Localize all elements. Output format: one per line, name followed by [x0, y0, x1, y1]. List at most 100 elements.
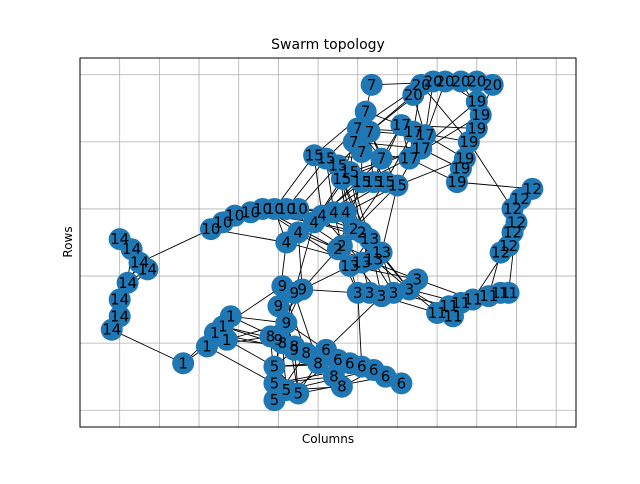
swarm-node-label: 7 — [367, 76, 377, 94]
swarm-node-label: 7 — [361, 103, 371, 121]
swarm-node — [263, 355, 286, 378]
topology-edge — [325, 295, 382, 351]
swarm-node-label: 19 — [467, 93, 486, 111]
topology-edge — [357, 292, 363, 367]
swarm-node — [406, 268, 429, 291]
swarm-node-label: 20 — [404, 86, 423, 104]
swarm-node-label: 15 — [352, 173, 371, 191]
swarm-node — [108, 288, 131, 311]
swarm-node-label: 20 — [451, 72, 470, 90]
swarm-node-label: 10 — [253, 200, 272, 218]
swarm-node — [334, 201, 357, 224]
swarm-node-label: 14 — [130, 254, 149, 272]
swarm-node-label: 20 — [436, 72, 455, 90]
swarm-node-label: 9 — [278, 277, 288, 295]
swarm-node-label: 11 — [463, 291, 482, 309]
swarm-node-label: 11 — [443, 307, 462, 325]
swarm-node — [303, 211, 326, 234]
swarm-node-label: 15 — [340, 163, 359, 181]
swarm-node-label: 15 — [364, 173, 383, 191]
swarm-node-label: 13 — [340, 257, 359, 275]
swarm-node-label: 12 — [511, 190, 530, 208]
swarm-node-label: 20 — [424, 72, 443, 90]
swarm-node — [370, 147, 393, 170]
swarm-node-label: 15 — [388, 176, 407, 194]
swarm-node-label: 9 — [282, 314, 292, 332]
topology-edge — [206, 346, 275, 384]
swarm-node — [386, 174, 409, 197]
swarm-node — [100, 318, 123, 341]
swarm-node — [330, 375, 353, 398]
x-axis-label: Columns — [302, 432, 354, 446]
swarm-node — [354, 100, 377, 123]
swarm-node — [172, 352, 195, 375]
swarm-node-label: 10 — [213, 213, 232, 231]
swarm-node-label: 5 — [282, 381, 292, 399]
swarm-node-label: 13 — [372, 244, 391, 262]
swarm-node-label: 14 — [110, 291, 129, 309]
swarm-node-label: 15 — [328, 156, 347, 174]
swarm-node — [390, 372, 413, 395]
swarm-node-label: 9 — [289, 341, 299, 359]
swarm-node-label: 20 — [483, 76, 502, 94]
swarm-node — [267, 295, 290, 318]
topology-edge — [139, 228, 212, 264]
swarm-node-label: 8 — [301, 344, 311, 362]
swarm-node — [275, 312, 298, 335]
topology-edge — [456, 181, 533, 190]
swarm-node-label: 6 — [345, 354, 355, 372]
swarm-node-label: 19 — [467, 119, 486, 137]
swarm-node — [330, 167, 353, 190]
swarm-node-label: 8 — [337, 378, 347, 396]
swarm-node-label: 7 — [357, 143, 367, 161]
swarm-node — [291, 278, 314, 301]
swarm-node-label: 11 — [499, 284, 518, 302]
swarm-node-label: 8 — [289, 337, 299, 355]
swarm-node-label: 3 — [389, 284, 399, 302]
swarm-node-label: 11 — [428, 304, 447, 322]
swarm-node-label: 9 — [289, 284, 299, 302]
swarm-node-label: 1 — [226, 307, 236, 325]
swarm-node-label: 17 — [416, 126, 435, 144]
swarm-node — [457, 130, 480, 153]
swarm-node-label: 17 — [400, 150, 419, 168]
swarm-node-label: 7 — [349, 133, 359, 151]
swarm-node — [195, 335, 218, 358]
swarm-node-label: 10 — [289, 200, 308, 218]
swarm-node-label: 14 — [118, 274, 137, 292]
swarm-node-label: 9 — [274, 331, 284, 349]
swarm-node — [489, 241, 512, 264]
swarm-node-label: 6 — [397, 374, 407, 392]
swarm-node-label: 15 — [305, 146, 324, 164]
swarm-node — [449, 70, 472, 93]
swarm-node-label: 6 — [357, 358, 367, 376]
swarm-node — [497, 281, 520, 304]
swarm-node-label: 4 — [329, 203, 339, 221]
swarm-node-label: 5 — [270, 374, 280, 392]
swarm-node-label: 10 — [225, 207, 244, 225]
swarm-node-label: 3 — [413, 270, 423, 288]
swarm-node-label: 8 — [266, 327, 276, 345]
swarm-node-label: 13 — [352, 254, 371, 272]
swarm-node-label: 20 — [467, 72, 486, 90]
swarm-node-label: 6 — [333, 351, 343, 369]
swarm-node — [441, 305, 464, 328]
swarm-node-label: 14 — [138, 260, 157, 278]
swarm-node — [350, 221, 373, 244]
swarm-node-label: 1 — [202, 337, 212, 355]
swarm-node-label: 4 — [282, 234, 292, 252]
swarm-node-label: 8 — [313, 354, 323, 372]
swarm-node — [287, 382, 310, 405]
swarm-node-label: 2 — [337, 237, 347, 255]
swarm-node-label: 11 — [491, 284, 510, 302]
swarm-node-label: 12 — [491, 244, 510, 262]
swarm-node-label: 19 — [451, 160, 470, 178]
swarm-node-label: 14 — [102, 321, 121, 339]
chart-title: Swarm topology — [271, 37, 385, 53]
swarm-node — [350, 140, 373, 163]
swarm-node-label: 3 — [377, 287, 387, 305]
swarm-node-label: 15 — [376, 173, 395, 191]
swarm-node — [326, 238, 349, 261]
